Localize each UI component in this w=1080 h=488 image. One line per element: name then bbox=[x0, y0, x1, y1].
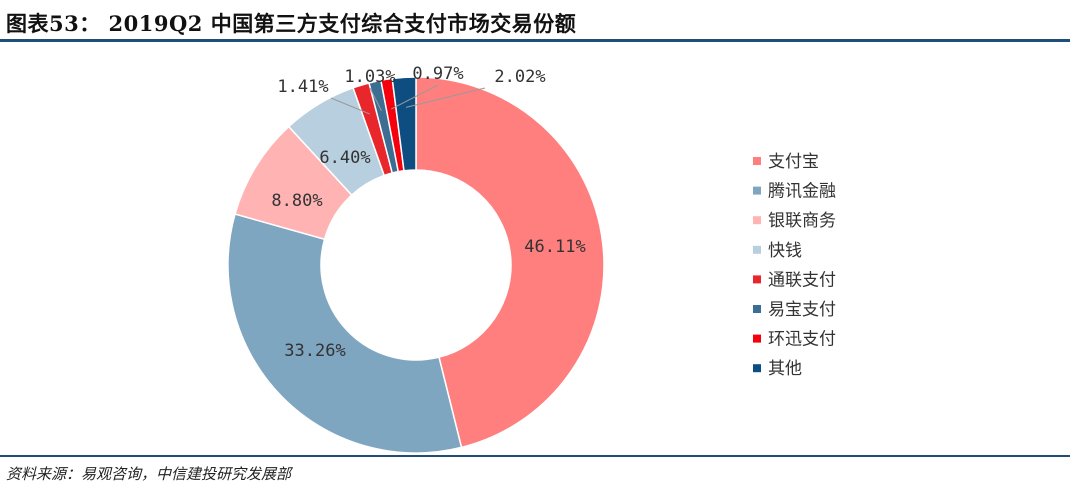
leader-lines bbox=[330, 84, 486, 115]
legend-label-支付宝: 支付宝 bbox=[768, 152, 819, 172]
legend-label-环迅支付: 环迅支付 bbox=[768, 330, 836, 350]
legend-swatch-其他 bbox=[753, 364, 761, 373]
title-divider bbox=[0, 39, 1070, 42]
legend-swatch-环迅支付 bbox=[753, 334, 761, 343]
slice-label-其他: 2.02% bbox=[494, 67, 545, 87]
slice-支付宝 bbox=[415, 76, 605, 449]
leader-line-易宝支付 bbox=[369, 87, 382, 112]
legend-label-其他: 其他 bbox=[768, 359, 802, 379]
slice-label-易宝支付: 1.03% bbox=[344, 67, 395, 87]
slice-label-支付宝: 46.11% bbox=[524, 237, 585, 257]
legend-swatch-银联商务 bbox=[753, 216, 761, 225]
slice-腾讯金融 bbox=[227, 213, 463, 454]
legend-swatch-支付宝 bbox=[753, 157, 761, 165]
leader-line-通联支付 bbox=[330, 97, 370, 115]
slice-label-腾讯金融: 33.26% bbox=[284, 341, 345, 361]
slice-labels: 46.11% 33.26% 8.80% 6.40% 1.41% 1.03% 0.97% 2.0… bbox=[271, 64, 585, 361]
legend-label-易宝支付: 易宝支付 bbox=[768, 300, 836, 320]
leader-line-其他 bbox=[405, 87, 486, 108]
source-note: 资料来源：易观咨询，中信建投研究发展部 bbox=[6, 465, 292, 483]
footer-divider bbox=[0, 455, 1070, 457]
page-title: 图表53： 2019Q2 中国第三方支付综合支付市场交易份额 bbox=[6, 11, 577, 36]
legend-label-腾讯金融: 腾讯金融 bbox=[768, 182, 836, 202]
legend-label-快钱: 快钱 bbox=[768, 241, 802, 261]
legend-swatch-通联支付 bbox=[753, 275, 761, 284]
slice-label-银联商务: 8.80% bbox=[271, 191, 322, 211]
legend-swatch-快钱 bbox=[753, 245, 761, 254]
slice-label-环迅支付: 0.97% bbox=[412, 64, 463, 84]
donut-slices bbox=[227, 76, 605, 454]
legend-label-银联商务: 银联商务 bbox=[768, 211, 836, 231]
legend-swatch-腾讯金融 bbox=[753, 186, 761, 195]
slice-label-通联支付: 1.41% bbox=[277, 77, 328, 97]
leader-line-环迅支付 bbox=[391, 84, 439, 110]
slice-label-快钱: 6.40% bbox=[319, 148, 370, 168]
legend-swatch-易宝支付 bbox=[753, 305, 761, 313]
legend-label-通联支付: 通联支付 bbox=[768, 270, 836, 290]
slice-其他 bbox=[391, 76, 417, 172]
